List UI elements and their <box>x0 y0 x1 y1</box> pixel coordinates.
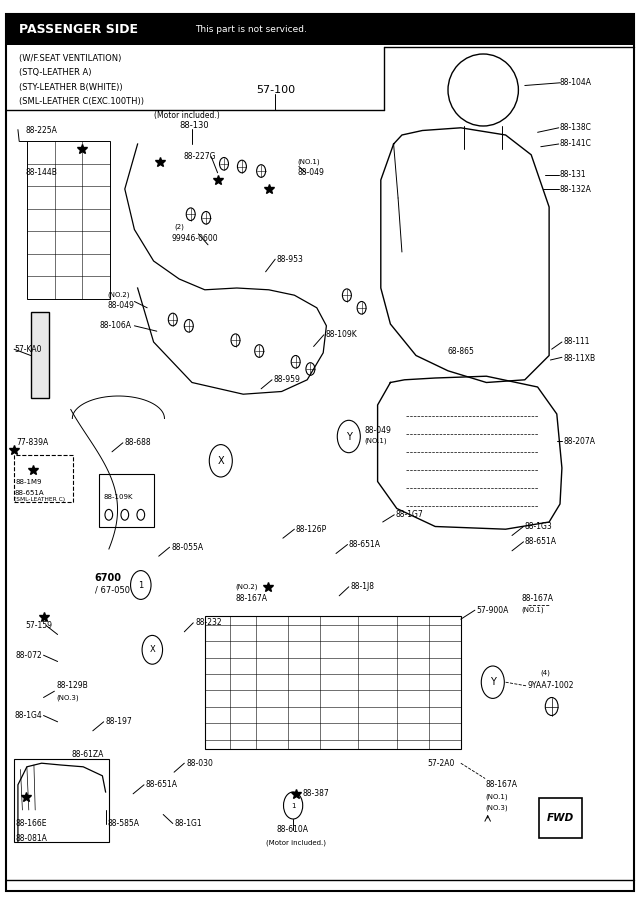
Text: 57-2A0: 57-2A0 <box>428 759 455 768</box>
Text: 88-688: 88-688 <box>125 438 152 447</box>
Text: 6700: 6700 <box>95 572 122 583</box>
Text: 88-11XB: 88-11XB <box>563 354 595 363</box>
Text: 9YAA7-1002: 9YAA7-1002 <box>528 681 575 690</box>
Text: 88-138C: 88-138C <box>560 123 592 132</box>
Bar <box>27 141 110 299</box>
Text: (NO.1): (NO.1) <box>365 437 387 445</box>
Text: (NO.3): (NO.3) <box>485 805 508 812</box>
Text: (2): (2) <box>174 223 184 230</box>
Text: 88-167A: 88-167A <box>236 594 268 603</box>
Text: 88-166E: 88-166E <box>16 819 47 828</box>
Text: 88-232: 88-232 <box>195 618 222 627</box>
Text: 88-049: 88-049 <box>108 302 134 310</box>
Text: 88-129B: 88-129B <box>56 681 88 690</box>
Text: 57-159: 57-159 <box>26 621 52 630</box>
Text: 88-130: 88-130 <box>179 122 209 130</box>
Text: 88-126P: 88-126P <box>296 525 327 534</box>
Text: 88-1G4: 88-1G4 <box>14 711 42 720</box>
Text: 88-072: 88-072 <box>16 651 43 660</box>
Text: 88-387: 88-387 <box>302 789 329 798</box>
Text: 57-KA0: 57-KA0 <box>14 345 42 354</box>
Text: 88-225A: 88-225A <box>26 126 58 135</box>
Bar <box>99 474 154 526</box>
Text: 88-167A: 88-167A <box>522 594 554 603</box>
Text: FWD: FWD <box>547 813 574 824</box>
Text: Y: Y <box>346 431 352 442</box>
Text: 88-081A: 88-081A <box>16 834 48 843</box>
Text: 88-197: 88-197 <box>106 717 132 726</box>
Text: (Motor included.): (Motor included.) <box>266 839 326 846</box>
Text: (SML-LEATHER C): (SML-LEATHER C) <box>14 497 65 502</box>
Text: 77-839A: 77-839A <box>16 438 48 447</box>
Bar <box>205 616 461 749</box>
Text: 88-1J8: 88-1J8 <box>351 582 375 591</box>
Text: / 67-050: / 67-050 <box>95 586 130 595</box>
Text: 88-651A: 88-651A <box>14 491 44 496</box>
Text: X: X <box>218 455 224 466</box>
Text: 99946-0600: 99946-0600 <box>172 234 218 243</box>
Text: 88-959: 88-959 <box>274 375 301 384</box>
Text: 88-106A: 88-106A <box>99 321 131 330</box>
Text: 88-167A: 88-167A <box>485 780 517 789</box>
Text: 88-109K: 88-109K <box>325 330 357 339</box>
Text: 88-651A: 88-651A <box>146 780 178 789</box>
Text: 88-132A: 88-132A <box>560 184 592 194</box>
Text: 88-109K: 88-109K <box>104 494 133 500</box>
Text: 88-1G3: 88-1G3 <box>525 522 552 531</box>
Text: 88-104A: 88-104A <box>560 78 592 87</box>
Bar <box>14 455 73 502</box>
Text: (NO.2): (NO.2) <box>236 583 258 590</box>
Text: (STY-LEATHER B(WHITE)): (STY-LEATHER B(WHITE)) <box>19 83 123 92</box>
Text: 88-131: 88-131 <box>560 170 587 179</box>
FancyBboxPatch shape <box>539 798 582 838</box>
Text: (SML-LEATHER C(EXC.100TH)): (SML-LEATHER C(EXC.100TH)) <box>19 97 144 106</box>
Text: 88-111: 88-111 <box>563 338 589 346</box>
Bar <box>14 759 109 842</box>
Text: (STQ-LEATHER A): (STQ-LEATHER A) <box>19 68 92 77</box>
Text: (NO.2): (NO.2) <box>108 292 130 299</box>
Text: (NO.1): (NO.1) <box>298 158 320 166</box>
Text: (Motor included.): (Motor included.) <box>154 111 220 120</box>
Text: 88-030: 88-030 <box>187 759 214 768</box>
Text: (NO.1): (NO.1) <box>485 793 508 800</box>
Text: 88-207A: 88-207A <box>563 436 595 446</box>
Text: 88-651A: 88-651A <box>525 537 557 546</box>
Bar <box>31 312 49 398</box>
Text: 88-141C: 88-141C <box>560 140 592 148</box>
Text: (4): (4) <box>541 670 550 677</box>
Text: This part is not serviced.: This part is not serviced. <box>195 25 307 34</box>
Text: 88-1M9: 88-1M9 <box>16 479 42 484</box>
Text: 88-049: 88-049 <box>298 168 324 177</box>
Text: 88-227G: 88-227G <box>184 152 216 161</box>
Text: 1: 1 <box>138 580 143 590</box>
Text: Y: Y <box>490 677 496 688</box>
Text: 88-144B: 88-144B <box>26 168 58 177</box>
Text: PASSENGER SIDE: PASSENGER SIDE <box>19 23 138 36</box>
Text: 88-61ZA: 88-61ZA <box>72 750 104 759</box>
Text: 1: 1 <box>291 803 296 808</box>
Text: 68-865: 68-865 <box>448 346 475 356</box>
Text: (NO.1): (NO.1) <box>522 607 544 614</box>
Text: 57-100: 57-100 <box>256 85 295 95</box>
Text: 88-049: 88-049 <box>365 426 392 435</box>
Text: 88-610A: 88-610A <box>276 825 308 834</box>
Text: 57-900A: 57-900A <box>477 606 509 615</box>
Text: 88-1G1: 88-1G1 <box>174 819 202 828</box>
Text: 88-1G7: 88-1G7 <box>396 510 423 519</box>
Text: X: X <box>150 645 155 654</box>
Text: 88-055A: 88-055A <box>172 543 204 552</box>
Text: 88-953: 88-953 <box>276 255 303 264</box>
Bar <box>6 14 634 45</box>
Text: (W/F.SEAT VENTILATION): (W/F.SEAT VENTILATION) <box>19 54 122 63</box>
Text: (NO.3): (NO.3) <box>56 694 79 701</box>
Text: 88-651A: 88-651A <box>349 540 381 549</box>
Text: 88-585A: 88-585A <box>108 819 140 828</box>
